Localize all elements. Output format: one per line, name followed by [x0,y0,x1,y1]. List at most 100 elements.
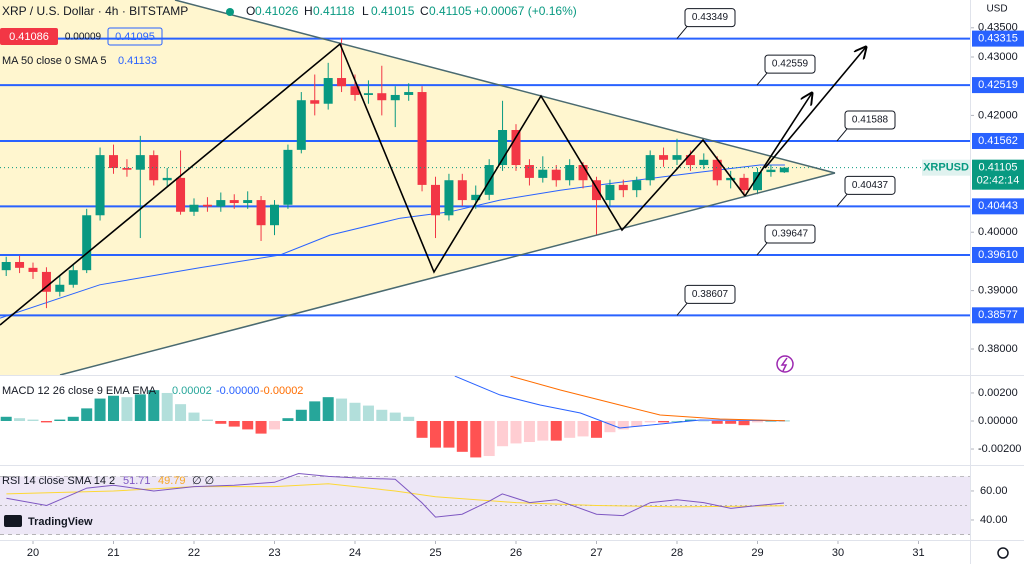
x-tick-label: 30 [832,547,844,559]
candle-body [551,169,561,181]
macd-bar [456,420,468,452]
callout-box [844,110,896,130]
candle-body [229,200,239,204]
macd-value: 0.00002 [172,385,212,397]
macd-value: -0.00002 [260,385,303,397]
candle-body [216,200,226,207]
callout-label: 0.42559 [772,59,809,70]
candle-body [565,165,575,181]
arrow [744,93,812,197]
rsi-sma-line [6,483,785,508]
last-price-box [972,159,1024,190]
candle-body [632,180,642,191]
macd-bar [711,420,723,424]
candle-body [176,177,186,212]
ohlc-key: L [362,4,369,18]
macd-bar [148,390,160,421]
macd-bar [470,420,482,458]
candle-body [672,155,682,160]
callout-label: 0.38607 [692,289,729,300]
candle-body [95,155,105,216]
event-icon[interactable] [776,355,794,373]
spread: 0.00009 [65,32,102,43]
macd-bar [215,420,227,424]
rsi-label[interactable]: RSI 14 close SMA 14 2 [2,475,115,487]
last-price-label: 0.41105 [979,162,1018,174]
candle-body [685,155,695,166]
macd-bar [268,420,280,430]
macd-label[interactable]: MACD 12 26 close 9 EMA EMA [2,385,157,397]
macd-bar [349,402,361,421]
callout-box [844,175,896,195]
candle-body [578,165,588,181]
macd-bar [27,419,39,421]
callout-label: 0.39647 [772,229,809,240]
watermark[interactable]: TradingView [28,516,93,528]
candle-body [122,167,132,170]
candle-body [363,93,373,95]
level-label-box [972,246,1024,263]
symbol-title[interactable]: XRP / U.S. Dollar · 4h · BITSTAMP [2,4,188,18]
macd-bar [725,420,737,424]
macd-bar [698,420,710,422]
candle-body [739,177,749,191]
macd-bar [644,420,656,423]
macd-bar [684,419,696,421]
macd-bar [510,420,522,444]
ohlc-value: 0.41118 [313,4,355,18]
logo-icon [4,515,22,527]
macd-pane [0,376,790,458]
macd-line [454,376,785,429]
triangle-fill [0,0,835,375]
x-tick-label: 27 [590,547,602,559]
macd-bar [255,420,267,434]
x-tick-label: 31 [912,547,924,559]
macd-bar [403,416,415,421]
candle-body [41,271,51,292]
candle-body [15,261,25,268]
ma-label[interactable]: MA 50 close 0 SMA 5 [2,55,107,67]
candle-body [498,130,508,166]
candle-body [511,130,521,166]
y-unit[interactable]: USD [986,4,1007,15]
bid-box[interactable] [0,28,58,45]
candle-body [310,100,320,104]
candle-body [135,155,145,170]
ohlc-value: 0.41105 [429,4,472,18]
candle-body [350,86,360,95]
candle-body [417,92,427,185]
rsi-tick-label: 40.00 [980,514,1008,526]
candle-body [524,165,534,178]
macd-bar [765,420,777,422]
y-tick-label: 0.42000 [978,109,1018,121]
candle-body [444,180,454,216]
macd-bar [282,418,294,421]
x-tick-label: 29 [751,547,763,559]
callout-label: 0.40437 [852,180,889,191]
settings-icon[interactable] [997,547,1009,559]
candle-body [55,284,65,292]
candle-body [202,204,212,207]
x-tick-label: 21 [107,547,119,559]
level-label: 0.41562 [978,135,1018,147]
y-tick-label: 0.39000 [978,285,1018,297]
rsi-line [6,472,785,518]
level-label-box [972,77,1024,94]
ma-value: 0.41133 [118,55,157,67]
macd-bar [94,398,106,421]
ask-box[interactable] [107,27,163,46]
macd-bar [322,397,334,421]
candle-body [618,184,628,191]
candle-body [726,177,736,181]
y-tick-label: 0.38000 [978,343,1018,355]
symbol-box [922,159,970,176]
candle-body [752,172,762,191]
macd-bar [416,420,428,438]
candle-body [323,78,333,104]
macd-bar [751,420,763,423]
level-label: 0.39610 [978,249,1018,261]
candle-body [296,100,306,150]
macd-bar [429,420,441,448]
candle-body [337,78,347,87]
